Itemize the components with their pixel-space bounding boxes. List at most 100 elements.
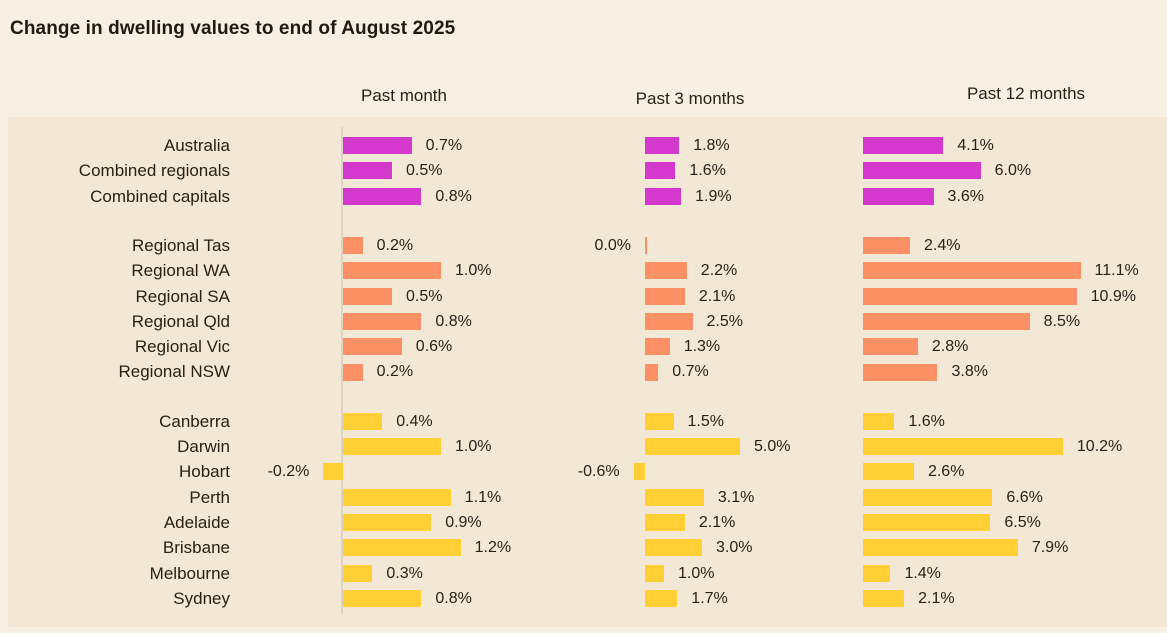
- value-label-adelaide-col3: 6.5%: [1004, 513, 1041, 531]
- value-label-canberra-col3: 1.6%: [908, 412, 945, 430]
- bar-hobart-col2: [633, 463, 645, 481]
- bar-regional-nsw-col1: [343, 363, 363, 381]
- value-label-adelaide-col1: 0.9%: [445, 513, 482, 531]
- row-label-regional-qld: Regional Qld: [131, 311, 230, 331]
- value-label-regional-nsw-col3: 3.8%: [951, 363, 988, 381]
- bar-regional-tas-col2: [645, 237, 647, 255]
- bar-combined-capitals-col1: [343, 187, 422, 205]
- value-label-canberra-col1: 0.4%: [396, 412, 433, 430]
- value-label-sydney-col2: 1.7%: [691, 589, 728, 607]
- bar-perth-col1: [343, 488, 451, 506]
- bar-regional-vic-col3: [863, 338, 918, 356]
- value-label-regional-wa-col1: 1.0%: [455, 262, 492, 280]
- bar-combined-regionals-col2: [645, 162, 676, 180]
- row-label-hobart: Hobart: [178, 462, 230, 482]
- value-label-sydney-col3: 2.1%: [918, 589, 955, 607]
- bar-australia-col1: [343, 137, 412, 155]
- value-label-regional-wa-col2: 2.2%: [700, 262, 738, 280]
- value-label-regional-vic-col1: 0.6%: [415, 338, 453, 356]
- bar-regional-tas-col1: [343, 237, 363, 255]
- value-label-perth-col1: 1.1%: [464, 488, 502, 506]
- value-label-brisbane-col3: 7.9%: [1031, 539, 1069, 557]
- row-label-perth: Perth: [189, 487, 230, 507]
- value-label-regional-tas-col2: 0.0%: [594, 236, 631, 254]
- value-label-regional-tas-col3: 2.4%: [924, 236, 961, 254]
- bar-sydney-col3: [863, 589, 905, 607]
- value-label-regional-qld-col2: 2.5%: [706, 312, 743, 330]
- value-label-regional-vic-col2: 1.3%: [683, 338, 721, 356]
- bar-combined-capitals-col2: [645, 187, 682, 205]
- bar-regional-tas-col3: [863, 237, 911, 255]
- value-label-hobart-col2: -0.6%: [577, 463, 620, 481]
- zero-baseline-past-month: [341, 127, 343, 614]
- value-label-australia-col2: 1.8%: [693, 137, 730, 154]
- value-label-darwin-col1: 1.0%: [455, 438, 492, 455]
- bar-combined-regionals-col3: [863, 162, 981, 180]
- row-label-darwin: Darwin: [177, 437, 230, 456]
- row-label-combined-regionals: Combined regionals: [78, 161, 230, 181]
- row-label-regional-sa: Regional SA: [135, 286, 230, 306]
- value-label-regional-wa-col3: 11.1%: [1094, 262, 1139, 280]
- row-label-brisbane: Brisbane: [162, 538, 230, 558]
- row-label-regional-vic: Regional Vic: [134, 337, 230, 357]
- value-label-darwin-col2: 5.0%: [754, 438, 791, 455]
- column-header-past-3-months: Past 3 months: [635, 89, 745, 108]
- bar-regional-sa-col1: [343, 287, 392, 305]
- bar-brisbane-col1: [343, 539, 461, 557]
- value-label-regional-qld-col3: 8.5%: [1043, 312, 1081, 330]
- bar-regional-vic-col1: [343, 338, 402, 356]
- bar-canberra-col3: [863, 412, 895, 430]
- bar-hobart-col3: [863, 463, 914, 481]
- value-label-perth-col2: 3.1%: [717, 488, 755, 506]
- bar-regional-wa-col2: [645, 262, 687, 280]
- value-label-hobart-col1: -0.2%: [267, 463, 310, 481]
- value-label-perth-col3: 6.6%: [1006, 488, 1043, 506]
- bar-sydney-col2: [645, 589, 678, 607]
- bar-regional-wa-col1: [343, 262, 441, 280]
- value-label-combined-capitals-col3: 3.6%: [947, 187, 985, 205]
- bar-regional-qld-col2: [645, 312, 693, 330]
- bar-regional-wa-col3: [863, 262, 1081, 280]
- value-label-canberra-col2: 1.5%: [687, 412, 724, 430]
- row-label-melbourne: Melbourne: [149, 563, 230, 583]
- bar-regional-nsw-col3: [863, 363, 938, 381]
- bar-canberra-col1: [343, 412, 383, 430]
- value-label-adelaide-col2: 2.1%: [698, 513, 736, 531]
- value-label-regional-qld-col1: 0.8%: [435, 312, 472, 330]
- bar-regional-nsw-col2: [645, 363, 659, 381]
- value-label-melbourne-col3: 1.4%: [904, 564, 941, 582]
- value-label-combined-regionals-col3: 6.0%: [994, 162, 1032, 180]
- bar-darwin-col3: [863, 438, 1063, 456]
- bar-adelaide-col1: [343, 514, 432, 532]
- value-label-regional-vic-col3: 2.8%: [931, 338, 969, 356]
- value-label-combined-regionals-col2: 1.6%: [689, 162, 726, 180]
- value-label-melbourne-col1: 0.3%: [386, 564, 423, 582]
- bar-adelaide-col2: [645, 514, 685, 532]
- bar-melbourne-col2: [645, 564, 664, 582]
- value-label-regional-tas-col1: 0.2%: [376, 236, 414, 254]
- column-header-past-month: Past month: [361, 86, 447, 105]
- value-label-australia-col1: 0.7%: [425, 137, 463, 154]
- bar-regional-qld-col3: [863, 312, 1030, 330]
- value-label-combined-regionals-col1: 0.5%: [406, 162, 443, 180]
- value-label-combined-capitals-col2: 1.9%: [695, 187, 732, 205]
- value-label-melbourne-col2: 1.0%: [678, 564, 715, 582]
- value-label-regional-nsw-col2: 0.7%: [672, 363, 709, 381]
- bar-combined-capitals-col3: [863, 187, 934, 205]
- value-label-regional-nsw-col1: 0.2%: [376, 363, 414, 381]
- bar-perth-col3: [863, 488, 993, 506]
- row-label-regional-wa: Regional WA: [131, 261, 230, 281]
- bar-regional-sa-col3: [863, 287, 1077, 305]
- row-label-combined-capitals: Combined capitals: [90, 186, 230, 206]
- bar-melbourne-col1: [343, 564, 373, 582]
- bar-adelaide-col3: [863, 514, 991, 532]
- bar-sydney-col1: [343, 589, 422, 607]
- bar-australia-col2: [645, 137, 680, 155]
- value-label-hobart-col3: 2.6%: [927, 463, 965, 481]
- row-label-adelaide: Adelaide: [163, 512, 230, 532]
- row-label-sydney: Sydney: [173, 588, 230, 608]
- bar-combined-regionals-col1: [343, 162, 392, 180]
- bar-darwin-col1: [343, 438, 441, 456]
- bar-melbourne-col3: [863, 564, 891, 582]
